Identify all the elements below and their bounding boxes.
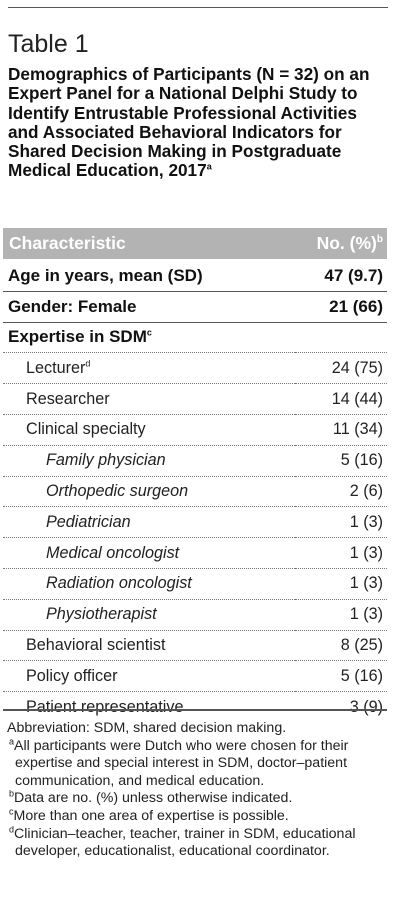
table-row: Gender: Female 21 (66) (3, 291, 387, 323)
footnote-text: Clinician–teacher, teacher, trainer in S… (14, 825, 356, 860)
row-label-text: Age in years, mean (SD) (8, 265, 203, 285)
row-label-text: Policy officer (26, 666, 118, 685)
row-label-text: Radiation oncologist (46, 574, 192, 593)
row-label-text: Clinical specialty (26, 420, 146, 439)
row-label: Family physician (3, 445, 296, 477)
row-value: 2 (6) (295, 476, 387, 508)
footnote-item: dClinician–teacher, teacher, trainer in … (7, 823, 392, 861)
row-value: 5 (16) (295, 445, 387, 477)
row-label-text: Pediatrician (46, 512, 131, 531)
table-row: Radiation oncologist 1 (3) (3, 568, 387, 600)
row-label: Pediatrician (3, 506, 296, 539)
table-row: Orthopedic surgeon 2 (6) (3, 476, 387, 508)
row-label: Physiotherapist (3, 599, 296, 631)
footnote-mark: a (9, 735, 15, 746)
table-title: Demographics of Participants (N = 32) on… (8, 64, 392, 181)
table-header: Characteristic No. (%)b (3, 228, 387, 259)
row-label: Clinical specialty (3, 414, 296, 446)
table-title-text: Demographics of Participants (N = 32) on… (8, 64, 370, 181)
row-value: 21 (66) (295, 291, 387, 323)
row-label: Lecturerd (3, 352, 296, 385)
header-count-text: No. (%) (316, 233, 377, 253)
footnote-item: bData are no. (%) unless otherwise indic… (7, 788, 392, 808)
row-label: Patient representative (3, 692, 295, 722)
footnote-mark: d (9, 823, 15, 834)
row-label-text: Orthopedic surgeon (46, 481, 189, 500)
row-value: 8 (25) (295, 630, 387, 662)
row-label: Medical oncologist (3, 537, 296, 569)
table-row: Physiotherapist 1 (3) (3, 599, 387, 631)
top-rule (8, 7, 388, 8)
header-count: No. (%)b (317, 233, 383, 254)
table-row: Clinical specialty 11 (34) (3, 414, 387, 446)
row-value: 11 (34) (295, 414, 387, 446)
table-title-footnote-mark: a (206, 161, 212, 172)
row-value: 1 (3) (295, 568, 387, 600)
row-label-text: Behavioral scientist (26, 635, 166, 654)
row-label-text: Gender: Female (8, 296, 137, 316)
table-row: Pediatrician 1 (3) (3, 506, 387, 539)
bottom-rule (3, 709, 387, 711)
footnote-mark: c (9, 806, 14, 817)
row-label-text: Researcher (26, 389, 110, 408)
footnote-text: All participants were Dutch who were cho… (14, 737, 349, 789)
row-label-text: Physiotherapist (46, 605, 157, 624)
row-label-text: Patient representative (26, 697, 184, 716)
row-value: 24 (75) (295, 352, 387, 385)
table-row: Family physician 5 (16) (3, 445, 387, 477)
table-row: Policy officer 5 (16) (3, 660, 387, 693)
row-value: 1 (3) (295, 537, 387, 569)
footnote-text: Data are no. (%) unless otherwise indica… (14, 790, 293, 807)
footnote-item: cMore than one area of expertise is poss… (7, 806, 392, 826)
table-row: Patient representative 3 (9) (3, 692, 387, 722)
footnote-text: More than one area of expertise is possi… (13, 807, 289, 824)
table-row: Expertise in SDMc (3, 322, 387, 354)
table-label: Table 1 (8, 30, 89, 58)
row-value: 5 (16) (295, 660, 387, 693)
footnote-mark: b (9, 788, 15, 799)
row-footnote-mark: c (146, 327, 152, 338)
table-row: Lecturerd 24 (75) (3, 352, 387, 385)
footnote-abbreviation: Abbreviation: SDM, shared decision makin… (7, 720, 287, 736)
row-label: Policy officer (3, 660, 296, 693)
row-value: 1 (3) (295, 599, 387, 631)
row-label: Gender: Female (3, 291, 296, 323)
table-row: Behavioral scientist 8 (25) (3, 630, 387, 662)
row-label: Radiation oncologist (3, 568, 296, 600)
table-body: Age in years, mean (SD) 47 (9.7) Gender: F… (3, 261, 387, 722)
row-value: 3 (9) (349, 697, 383, 716)
row-label: Expertise in SDMc (3, 322, 296, 354)
row-label-text: Lecturer (26, 358, 86, 377)
header-characteristic: Characteristic (9, 233, 126, 253)
row-value: 47 (9.7) (295, 261, 387, 292)
table-row: Medical oncologist 1 (3) (3, 537, 387, 569)
header-count-footnote-mark: b (376, 234, 383, 246)
row-label-text: Family physician (46, 451, 166, 470)
row-value (295, 322, 387, 354)
row-value: 1 (3) (295, 506, 387, 539)
row-label-text: Medical oncologist (46, 543, 180, 562)
footnotes: Abbreviation: SDM, shared decision makin… (7, 720, 392, 861)
row-label-text: Expertise in SDM (8, 327, 147, 347)
demographics-table: Age in years, mean (SD) 47 (9.7) Gender: F… (3, 261, 387, 722)
footnote-list: aAll participants were Dutch who were ch… (7, 735, 392, 861)
row-label: Behavioral scientist (3, 630, 296, 662)
row-value: 14 (44) (295, 383, 387, 415)
row-label: Age in years, mean (SD) (3, 261, 296, 292)
table-row: Age in years, mean (SD) 47 (9.7) (3, 261, 387, 292)
footnote-item: aAll participants were Dutch who were ch… (7, 735, 392, 791)
row-footnote-mark: d (85, 358, 91, 369)
table-row: Researcher 14 (44) (3, 383, 387, 415)
row-label: Orthopedic surgeon (3, 476, 296, 508)
row-label: Researcher (3, 383, 296, 415)
